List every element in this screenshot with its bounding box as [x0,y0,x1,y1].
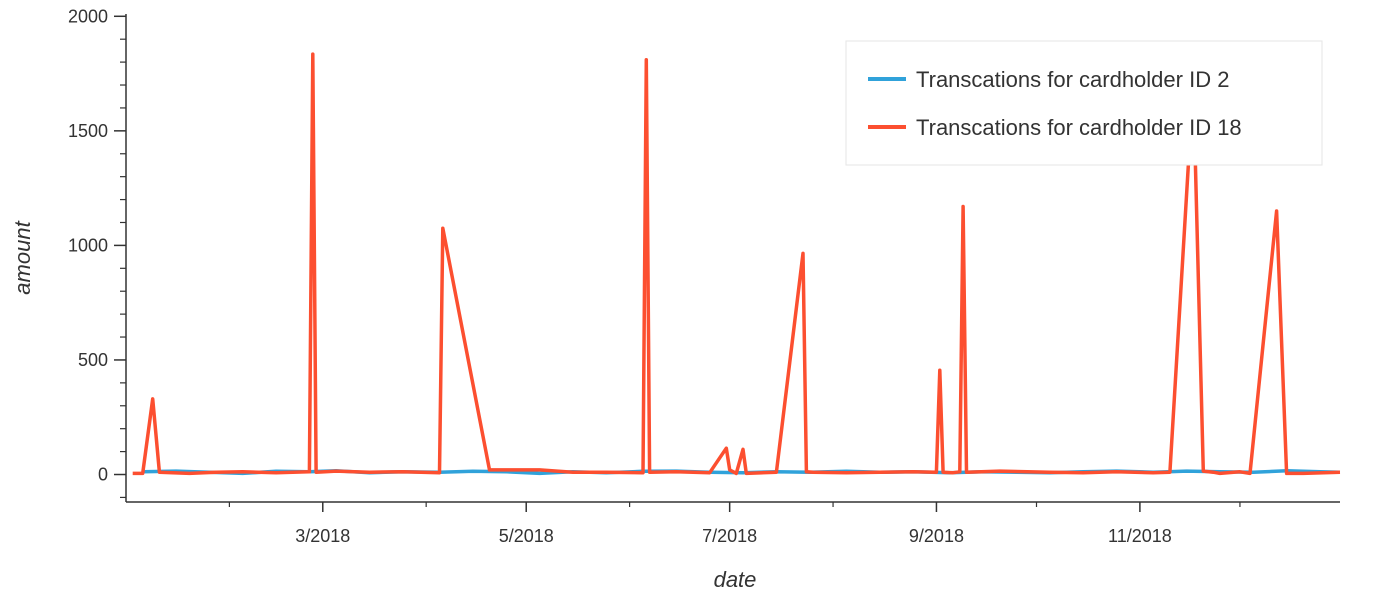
x-tick-label: 3/2018 [295,526,350,546]
y-tick-label: 1500 [68,121,108,141]
x-tick-label: 5/2018 [499,526,554,546]
y-tick-label: 500 [78,350,108,370]
y-tick-label: 2000 [68,6,108,26]
series-line-2 [132,52,1341,476]
legend-label-1: Transcations for cardholder ID 2 [916,67,1229,92]
x-tick-label: 11/2018 [1108,526,1172,546]
y-axis-label: amount [10,220,35,294]
y-tick-label: 0 [98,465,108,485]
x-tick-label: 9/2018 [909,526,964,546]
x-tick-label: 7/2018 [702,526,757,546]
legend-label-2: Transcations for cardholder ID 18 [916,115,1242,140]
axes: 0 500 1000 1500 2000 3/2018 5/2018 7/2018 9/201… [68,6,1340,546]
legend-box [845,40,1323,166]
y-axis-ticks: 0 500 1000 1500 2000 [68,6,126,499]
x-axis-label: date [714,567,757,592]
series-layer [132,52,1341,476]
y-tick-label: 1000 [68,235,108,255]
x-axis-ticks: 3/2018 5/2018 7/2018 9/2018 11/2018 [228,502,1241,546]
legend: Transcations for cardholder ID 2 Transcat… [845,40,1323,166]
